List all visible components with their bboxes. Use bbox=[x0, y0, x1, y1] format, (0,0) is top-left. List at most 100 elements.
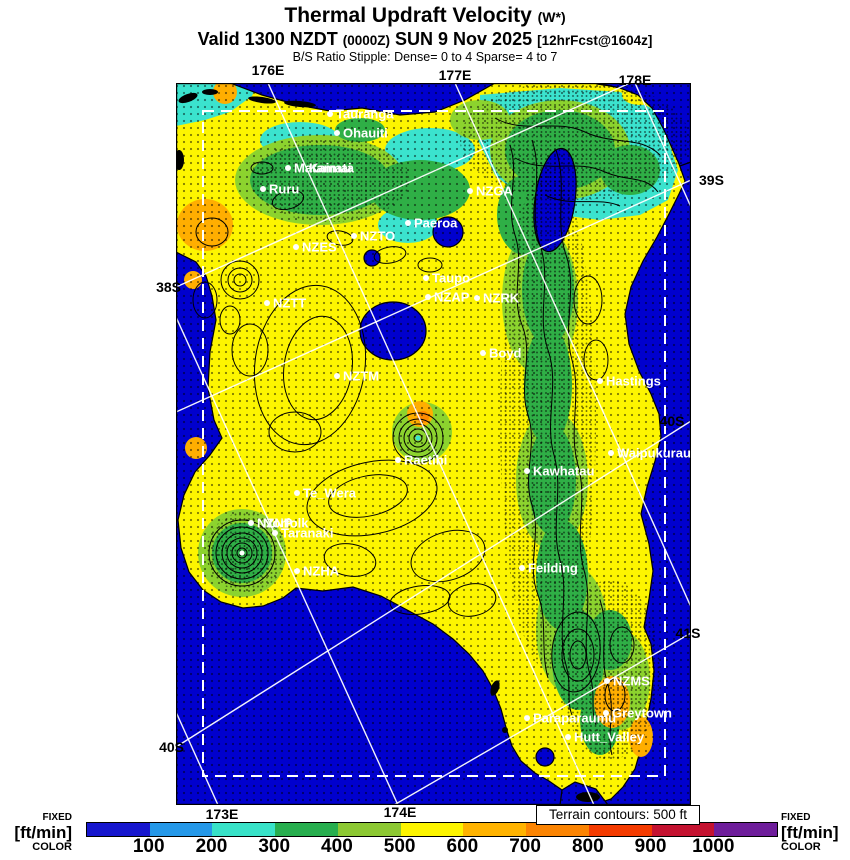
stipple-legend: B/S Ratio Stipple: Dense= 0 to 4 Sparse=… bbox=[292, 50, 558, 64]
title-main: Thermal Updraft Velocity bbox=[284, 4, 532, 27]
title-units: (W*) bbox=[537, 9, 566, 25]
station-label: Ruru bbox=[269, 181, 300, 197]
valid-date: SUN 9 Nov 2025 bbox=[395, 29, 533, 49]
axis-tick-174e: 174E bbox=[383, 804, 417, 820]
station-label: NZAP bbox=[434, 289, 470, 305]
units-fixed-label: FIXED bbox=[781, 812, 811, 823]
station-label: Te_Wera bbox=[303, 485, 356, 501]
station-dot bbox=[294, 490, 300, 496]
colorbar-segment bbox=[212, 823, 276, 836]
valid-forecast-ref: [12hrFcst@1604z] bbox=[537, 33, 653, 48]
map-canvas bbox=[174, 80, 692, 806]
station-label: NZES bbox=[302, 239, 337, 255]
station-dot bbox=[524, 468, 530, 474]
valid-time-line: Valid 1300 NZDT (0000Z) SUN 9 Nov 2025 [… bbox=[0, 29, 850, 50]
axis-tick-176e: 176E bbox=[251, 62, 285, 78]
station-label: Waipukurau bbox=[617, 445, 691, 461]
station-label: NZMS bbox=[613, 673, 650, 689]
colorbar-tick-200: 200 bbox=[195, 836, 228, 857]
page-title: Thermal Updraft Velocity (W*) bbox=[0, 4, 850, 28]
colorbar-segment bbox=[400, 823, 464, 836]
colorbar-tick-800: 800 bbox=[571, 836, 604, 857]
station-dot bbox=[524, 715, 530, 721]
colorbar-tick-1000: 1000 bbox=[692, 836, 735, 857]
colorbar-tick-400: 400 bbox=[321, 836, 353, 857]
station-label: Greytown bbox=[612, 705, 672, 721]
station-label: NZRK bbox=[483, 290, 520, 306]
station-dot bbox=[597, 378, 603, 384]
colorbar-units-right: FIXED [ft/min] COLOR bbox=[781, 813, 847, 853]
units-color-label: COLOR bbox=[781, 841, 821, 853]
colorbar-tick-600: 600 bbox=[446, 836, 479, 857]
station-dot bbox=[327, 111, 333, 117]
colorbar-segment bbox=[651, 823, 715, 836]
station-dot bbox=[425, 294, 431, 300]
axis-tick-40s: 40S bbox=[659, 413, 685, 429]
colorbar-segment bbox=[588, 823, 652, 836]
units-ftmin-label: [ft/min] bbox=[781, 823, 839, 842]
station-label: NZHA bbox=[303, 563, 340, 579]
station-label: Hutt_Valley bbox=[574, 729, 645, 745]
station-label: NZTT bbox=[273, 295, 307, 311]
colorbar-segment bbox=[337, 823, 401, 836]
station-dot bbox=[294, 568, 300, 574]
station-label: Paraparaumu bbox=[533, 710, 617, 726]
axis-tick-41s: 41S bbox=[675, 625, 701, 641]
colorbar-segment bbox=[526, 823, 589, 836]
station-dot bbox=[603, 710, 609, 716]
colorbar-segment bbox=[275, 823, 338, 836]
units-color-label: COLOR bbox=[32, 841, 72, 853]
colorbar-tick-900: 900 bbox=[634, 836, 667, 857]
station-label: Taranaki bbox=[281, 525, 334, 541]
station-dot bbox=[334, 130, 340, 136]
station-label: Norfolk bbox=[263, 515, 309, 531]
station-dot bbox=[608, 450, 614, 456]
station-dot bbox=[285, 165, 291, 171]
station-dot bbox=[395, 457, 401, 463]
station-dot bbox=[565, 734, 571, 740]
station-label: Hastings bbox=[606, 373, 661, 389]
station-label: NZTO bbox=[360, 228, 396, 244]
station-dot bbox=[467, 188, 473, 194]
colorbar-segment bbox=[149, 823, 213, 836]
colorbar-tick-300: 300 bbox=[258, 836, 291, 857]
station-label: Raetihi bbox=[404, 452, 448, 468]
station-label: Taupo bbox=[432, 270, 471, 286]
station-label: Kawhatau bbox=[533, 463, 595, 479]
station-dot bbox=[474, 295, 480, 301]
station-label: NZGA bbox=[476, 183, 513, 199]
colorbar-segment bbox=[714, 823, 778, 836]
station-dot bbox=[248, 520, 254, 526]
colorbar-tick-100: 100 bbox=[132, 836, 165, 857]
map-area bbox=[174, 80, 692, 806]
axis-tick-177e: 177E bbox=[438, 67, 472, 83]
axis-tick-38s: 38S bbox=[156, 279, 181, 295]
station-dot bbox=[405, 220, 411, 226]
station-dot bbox=[260, 186, 266, 192]
station-dot bbox=[519, 565, 525, 571]
station-label: Feilding bbox=[528, 560, 578, 576]
axis-tick-39s: 39S bbox=[699, 172, 724, 188]
colorbar-tick-500: 500 bbox=[383, 836, 416, 857]
colorbar-segment bbox=[463, 823, 527, 836]
station-label: Tauranga bbox=[336, 106, 394, 122]
station-dot bbox=[480, 350, 486, 356]
station-dot bbox=[264, 300, 270, 306]
station-label: NZNP bbox=[257, 515, 293, 531]
valid-zulu: (0000Z) bbox=[342, 33, 391, 48]
valid-prefix: Valid 1300 NZDT bbox=[197, 29, 338, 49]
station-label: Boyd bbox=[489, 345, 522, 361]
station-dot bbox=[272, 530, 278, 536]
axis-tick-178e: 178E bbox=[618, 72, 652, 88]
colorbar bbox=[86, 822, 778, 837]
station-label: Paeroa bbox=[414, 215, 458, 231]
axis-tick-173e: 173E bbox=[205, 806, 239, 822]
axis-tick-40s: 40S bbox=[159, 739, 184, 755]
station-label: Kaimai bbox=[309, 160, 352, 176]
station-label: NZTM bbox=[343, 368, 380, 384]
station-dot bbox=[351, 233, 357, 239]
units-fixed-label: FIXED bbox=[42, 812, 72, 823]
colorbar-segment bbox=[87, 823, 150, 836]
terrain-contours-note: Terrain contours: 500 ft bbox=[536, 805, 700, 825]
